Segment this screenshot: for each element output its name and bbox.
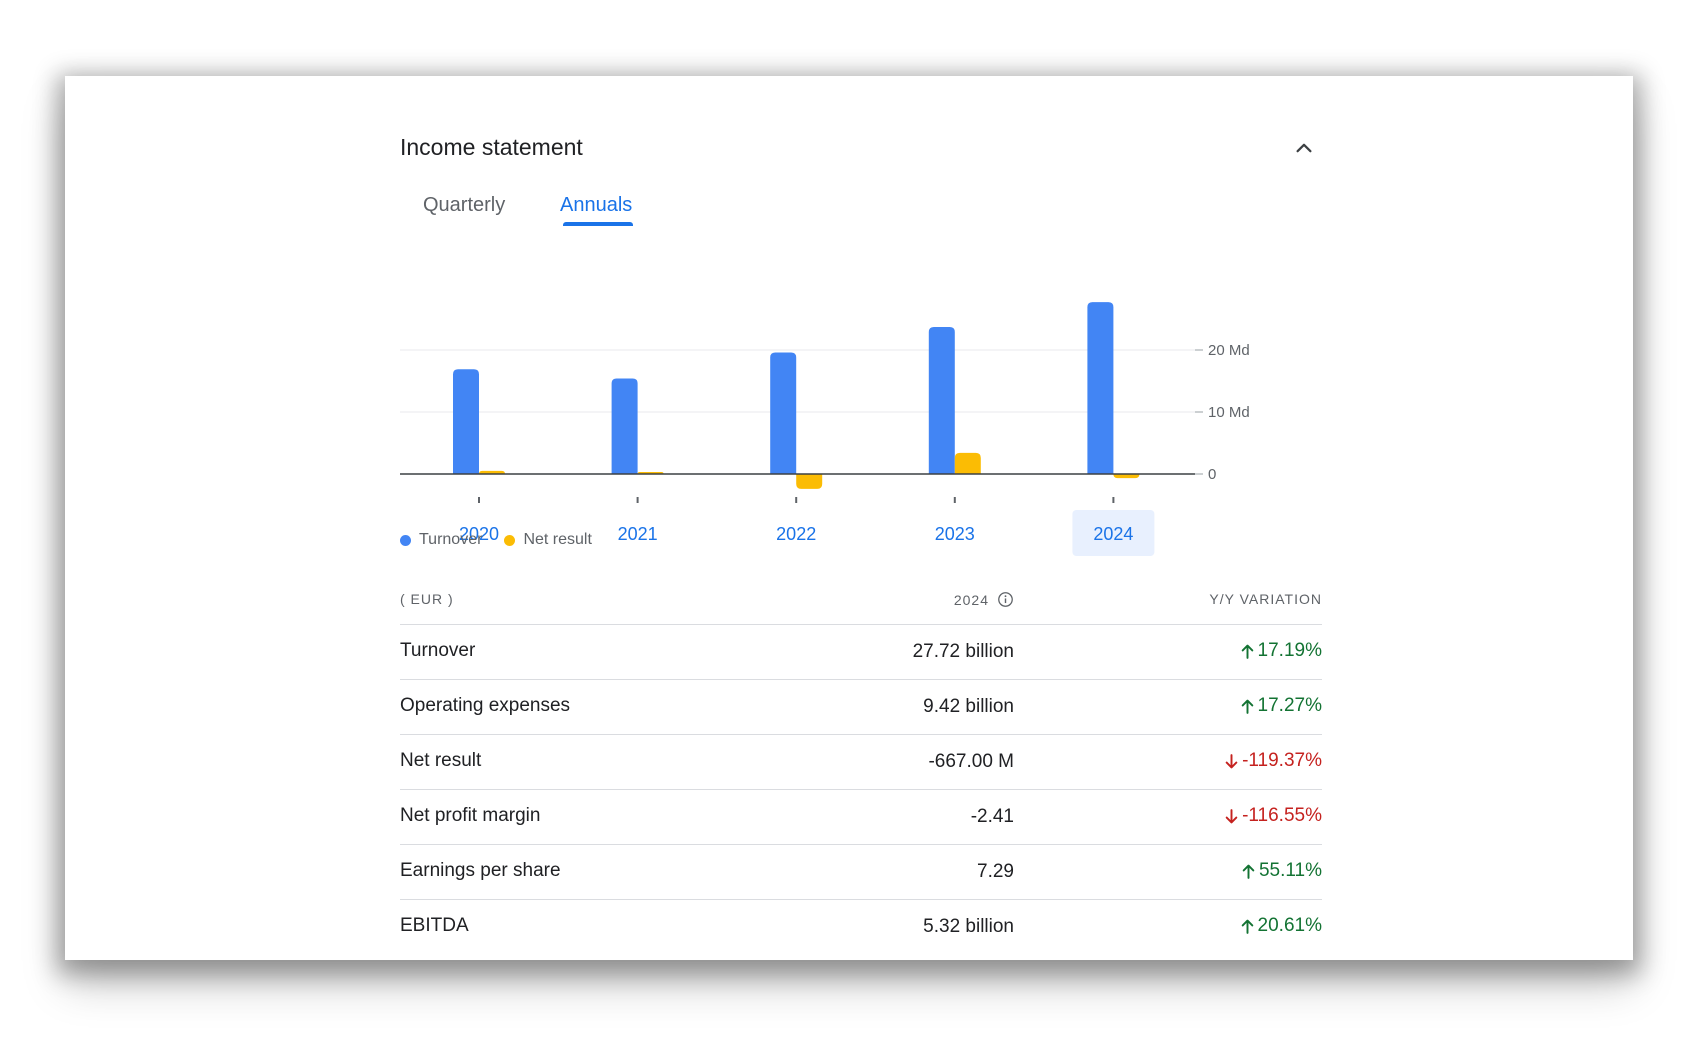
x-label-2024[interactable]: 2024 xyxy=(1093,524,1133,544)
row-value: 9.42 billion xyxy=(923,696,1014,717)
row-value: -667.00 M xyxy=(928,751,1014,772)
table-row: Net profit margin -2.41 -116.55% xyxy=(400,790,1322,845)
row-value: 27.72 billion xyxy=(912,641,1014,662)
info-icon[interactable] xyxy=(997,591,1014,608)
row-variation-value: 20.61% xyxy=(1257,915,1322,936)
row-label: Turnover xyxy=(400,640,476,661)
bar-net-result-2023[interactable] xyxy=(954,452,981,474)
y-tick-label: 10 Md xyxy=(1208,404,1250,421)
table-row: Earnings per share 7.29 55.11% xyxy=(400,845,1322,900)
table-row: Operating expenses 9.42 billion 17.27% xyxy=(400,680,1322,735)
chart-legend: Turnover Net result xyxy=(400,528,614,552)
period-header-label: 2024 xyxy=(953,591,989,608)
row-value: 7.29 xyxy=(977,861,1014,882)
legend-item-net-result: Net result xyxy=(504,531,592,549)
row-value: -2.41 xyxy=(970,806,1014,827)
legend-label-turnover: Turnover xyxy=(419,531,483,548)
row-variation-value: -119.37% xyxy=(1242,750,1322,771)
legend-label-net-result: Net result xyxy=(523,531,592,548)
legend-dot-net-result xyxy=(504,534,516,546)
arrow-up-icon xyxy=(1241,699,1254,714)
row-label: Net profit margin xyxy=(400,805,541,826)
income-statement-card: Income statement Quarterly Annuals 0 10 M… xyxy=(65,76,1633,960)
arrow-down-icon xyxy=(1225,753,1238,769)
row-variation: 20.61% xyxy=(1241,915,1322,937)
table-row: Turnover 27.72 billion 17.19% xyxy=(400,625,1322,680)
row-variation-value: -116.55% xyxy=(1242,805,1322,826)
bar-turnover-2021[interactable] xyxy=(611,378,638,474)
bar-turnover-2024[interactable] xyxy=(1087,302,1114,474)
bar-turnover-2020[interactable] xyxy=(453,369,479,474)
arrow-up-icon xyxy=(1241,644,1254,659)
income-bar-chart: 0 10 Md 20 Md 2020 2021 2022 2023 2024 xyxy=(400,302,1250,556)
tab-quarterly[interactable]: Quarterly xyxy=(423,194,506,216)
arrow-up-icon xyxy=(1241,919,1254,934)
row-variation: -116.55% xyxy=(1225,805,1322,827)
chevron-up-icon xyxy=(1296,143,1312,153)
x-label-2022[interactable]: 2022 xyxy=(776,524,816,544)
row-label: Earnings per share xyxy=(400,860,561,881)
row-variation-value: 17.19% xyxy=(1257,640,1322,661)
row-variation-value: 17.27% xyxy=(1257,695,1322,716)
row-variation: -119.37% xyxy=(1225,750,1322,772)
y-tick-label: 0 xyxy=(1208,466,1216,483)
row-value: 5.32 billion xyxy=(923,916,1014,937)
row-label: Operating expenses xyxy=(400,695,571,716)
row-variation: 17.19% xyxy=(1241,640,1322,662)
table-header: ( EUR ) 2024 Y/Y VARIATION xyxy=(400,574,1322,625)
bar-net-result-2022[interactable] xyxy=(796,474,823,489)
card-content: Income statement Quarterly Annuals 0 10 M… xyxy=(400,76,1322,960)
x-label-2023[interactable]: 2023 xyxy=(935,524,975,544)
card-title: Income statement xyxy=(400,134,583,160)
period-tabs: Quarterly Annuals xyxy=(400,188,800,238)
arrow-up-icon xyxy=(1242,864,1255,879)
row-variation: 55.11% xyxy=(1242,860,1322,882)
arrow-down-icon xyxy=(1225,808,1238,824)
row-variation: 17.27% xyxy=(1241,695,1322,717)
legend-dot-turnover xyxy=(400,534,411,546)
card-header: Income statement xyxy=(400,128,1322,168)
x-label-2020[interactable]: 2020 xyxy=(459,524,499,544)
financials-table: ( EUR ) 2024 Y/Y VARIATION Turnover 27.72… xyxy=(400,574,1322,954)
tab-annuals[interactable]: Annuals xyxy=(560,194,633,216)
selected-year-highlight xyxy=(1072,510,1155,556)
table-row: EBITDA 5.32 billion 20.61% xyxy=(400,900,1322,954)
x-label-2021[interactable]: 2021 xyxy=(618,524,658,544)
legend-item-turnover: Turnover xyxy=(400,531,482,549)
y-tick-label: 20 Md xyxy=(1208,342,1250,359)
active-tab-indicator xyxy=(563,222,633,226)
bar-turnover-2023[interactable] xyxy=(928,327,955,474)
table-body: Turnover 27.72 billion 17.19% Operating exp… xyxy=(400,625,1322,954)
row-variation-value: 55.11% xyxy=(1258,860,1322,881)
period-header: 2024 xyxy=(954,591,1014,608)
bar-net-result-2024[interactable] xyxy=(1113,474,1140,479)
collapse-button[interactable] xyxy=(1284,128,1324,168)
currency-header: ( EUR ) xyxy=(400,591,454,607)
bar-turnover-2022[interactable] xyxy=(770,352,797,474)
table-row: Net result -667.00 M -119.37% xyxy=(400,735,1322,790)
row-label: Net result xyxy=(400,750,482,771)
variation-header: Y/Y VARIATION xyxy=(1209,591,1322,607)
bar-net-result-2020[interactable] xyxy=(479,470,505,474)
row-label: EBITDA xyxy=(400,915,469,936)
